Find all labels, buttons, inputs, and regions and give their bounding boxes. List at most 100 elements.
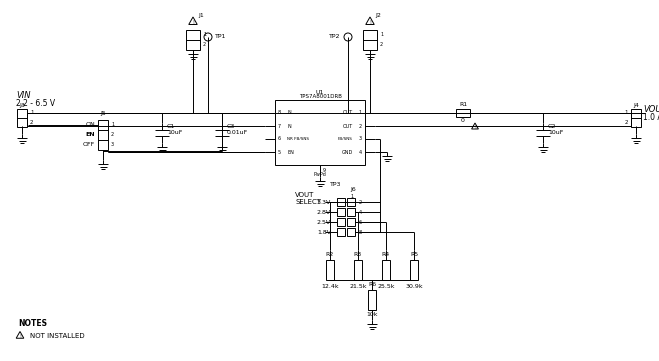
Bar: [337, 208, 345, 216]
Text: 10k: 10k: [366, 312, 378, 317]
Text: 6: 6: [278, 136, 281, 142]
Bar: [337, 228, 345, 236]
Bar: [17, 109, 27, 127]
Bar: [337, 218, 345, 226]
Text: VOUT: VOUT: [643, 104, 659, 113]
Text: 30.9k: 30.9k: [405, 284, 423, 290]
Text: 2: 2: [203, 42, 206, 47]
Text: 2: 2: [380, 42, 383, 47]
Text: 10uF: 10uF: [167, 130, 183, 135]
Text: NOT INSTALLED: NOT INSTALLED: [30, 333, 84, 339]
Text: R3: R3: [354, 252, 362, 257]
Text: PwPd: PwPd: [314, 173, 326, 178]
Text: 1.8V: 1.8V: [317, 230, 331, 235]
Text: 1: 1: [111, 122, 114, 127]
Text: N: N: [287, 123, 291, 129]
Text: TP1: TP1: [215, 35, 227, 39]
Text: 0.01uF: 0.01uF: [227, 130, 248, 135]
Text: R1: R1: [459, 103, 467, 108]
Text: J6: J6: [350, 187, 356, 192]
Text: 1: 1: [30, 110, 34, 116]
Text: 10uF: 10uF: [548, 130, 563, 135]
Text: 3.3V: 3.3V: [317, 200, 331, 204]
Bar: [326, 260, 334, 280]
Text: 7: 7: [278, 123, 281, 129]
Text: 2: 2: [625, 119, 628, 125]
Text: EN: EN: [86, 132, 95, 138]
Text: J1: J1: [198, 13, 204, 18]
Text: 4: 4: [359, 209, 362, 214]
Text: U1: U1: [316, 90, 324, 95]
Bar: [382, 260, 390, 280]
Text: OFF: OFF: [83, 143, 95, 148]
Text: N: N: [287, 110, 291, 116]
Bar: [347, 218, 355, 226]
Text: 1: 1: [359, 110, 362, 116]
Bar: [347, 228, 355, 236]
Text: 2: 2: [359, 123, 362, 129]
Text: J3: J3: [19, 104, 25, 109]
Text: 21.5k: 21.5k: [349, 284, 367, 290]
Text: OUT: OUT: [343, 123, 353, 129]
Text: 9: 9: [323, 168, 326, 173]
Text: !: !: [369, 20, 371, 25]
Bar: [368, 290, 376, 310]
Text: 1: 1: [350, 195, 353, 200]
Text: R6: R6: [368, 283, 376, 287]
Text: TP3: TP3: [330, 183, 341, 187]
Text: NR FB/SNS: NR FB/SNS: [287, 137, 309, 141]
Text: C3: C3: [227, 123, 235, 129]
Bar: [410, 260, 418, 280]
Text: 4: 4: [359, 149, 362, 155]
Text: 0: 0: [461, 118, 465, 123]
Bar: [354, 260, 362, 280]
Text: 1: 1: [380, 31, 383, 36]
Bar: [456, 109, 470, 117]
Text: R5: R5: [410, 252, 418, 257]
Text: J2: J2: [375, 13, 381, 18]
Text: 25.5k: 25.5k: [377, 284, 395, 290]
Text: GND: GND: [342, 149, 353, 155]
Text: C1: C1: [167, 123, 175, 129]
Bar: [337, 198, 345, 206]
Bar: [275, 100, 365, 165]
Text: FB/SNS: FB/SNS: [338, 137, 353, 141]
Text: VOUT: VOUT: [295, 192, 314, 198]
Text: J5: J5: [100, 112, 106, 117]
Text: 6: 6: [359, 219, 362, 225]
Text: TPS7A8001DRB: TPS7A8001DRB: [299, 95, 341, 100]
Text: 8: 8: [359, 230, 362, 235]
Text: 3: 3: [359, 136, 362, 142]
Text: ON: ON: [85, 122, 95, 127]
Bar: [363, 30, 377, 50]
Bar: [98, 120, 108, 150]
Text: 1.0 A: 1.0 A: [643, 113, 659, 122]
Text: SELECT: SELECT: [295, 199, 321, 205]
Text: OUT: OUT: [343, 110, 353, 116]
Text: 2.5V: 2.5V: [317, 219, 331, 225]
Text: 3: 3: [111, 143, 114, 148]
Text: !: !: [19, 334, 21, 339]
Text: R2: R2: [326, 252, 334, 257]
Bar: [347, 208, 355, 216]
Text: C2: C2: [548, 123, 556, 129]
Text: 2: 2: [359, 200, 362, 204]
Text: R4: R4: [382, 252, 390, 257]
Text: J4: J4: [633, 104, 639, 109]
Bar: [347, 198, 355, 206]
Text: EN: EN: [287, 149, 294, 155]
Text: 1: 1: [203, 31, 206, 36]
Text: 8: 8: [278, 110, 281, 116]
Bar: [631, 109, 641, 127]
Text: NOTES: NOTES: [18, 318, 47, 327]
Bar: [186, 30, 200, 50]
Text: 2: 2: [30, 119, 34, 125]
Text: 1: 1: [625, 110, 628, 116]
Text: 2.2 - 6.5 V: 2.2 - 6.5 V: [16, 100, 55, 109]
Text: 5: 5: [278, 149, 281, 155]
Text: !: !: [474, 125, 476, 130]
Text: TP2: TP2: [328, 35, 340, 39]
Text: 2: 2: [111, 132, 114, 138]
Text: 2.8V: 2.8V: [317, 209, 331, 214]
Text: 12.4k: 12.4k: [321, 284, 339, 290]
